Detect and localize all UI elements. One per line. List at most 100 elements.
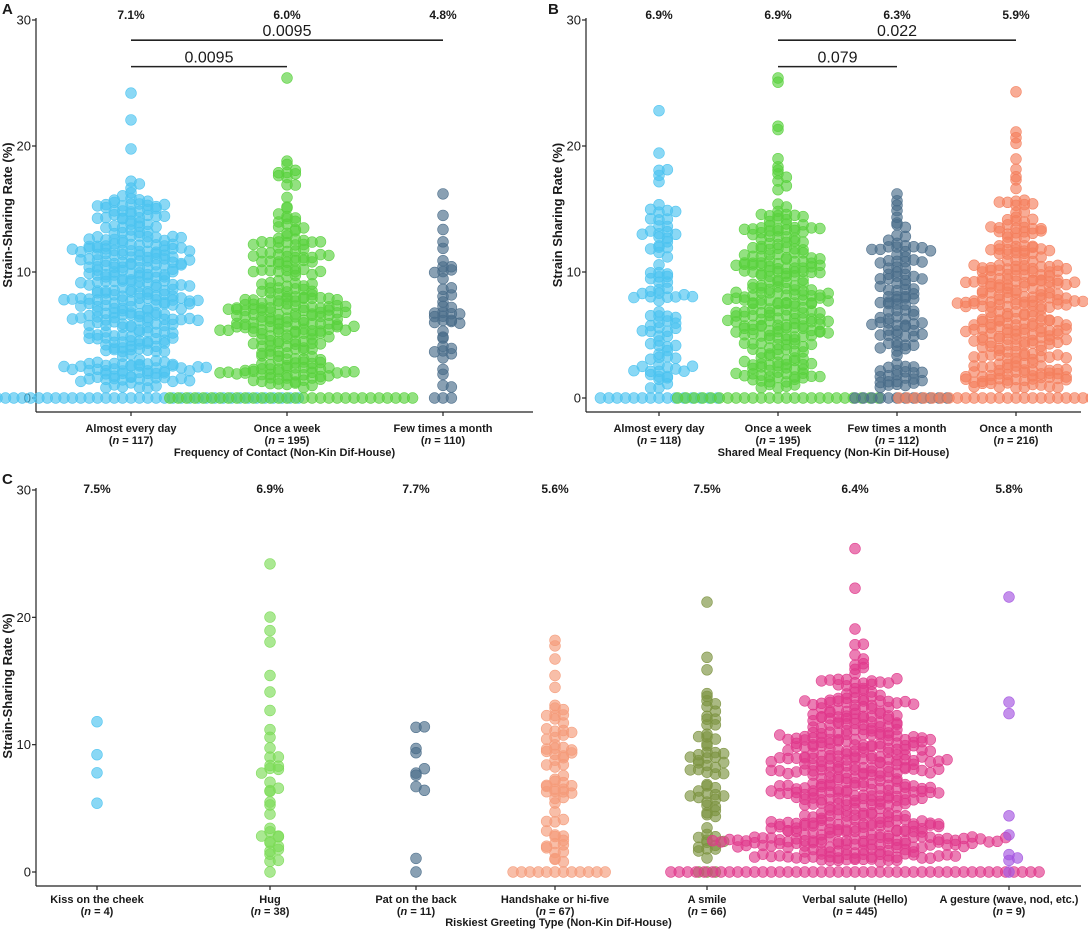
data-point	[993, 196, 1005, 208]
data-point	[814, 370, 826, 383]
panel-b: B 0 10 20 30 Strain Sharing Rate (%) Shared Me…	[548, 1, 1088, 459]
y-tick-label: 20	[17, 610, 31, 625]
data-point	[874, 329, 886, 341]
data-point	[540, 759, 553, 771]
data-point	[66, 243, 79, 255]
data-point	[815, 854, 828, 866]
data-point	[941, 753, 953, 766]
data-point	[264, 731, 276, 743]
data-point	[264, 377, 276, 390]
data-point	[91, 797, 103, 809]
data-point	[755, 382, 767, 394]
data-point	[1060, 374, 1072, 386]
data-point	[907, 293, 920, 305]
category-group: Almost every day(n = 118) 6.9%	[594, 8, 724, 447]
data-point	[644, 203, 657, 216]
data-point	[797, 372, 809, 384]
x-tick-label: Handshake or hi-five	[501, 894, 609, 906]
data-point	[247, 338, 260, 350]
data-point	[960, 325, 972, 338]
category-rate-label: 5.8%	[995, 482, 1023, 496]
data-point	[628, 365, 640, 377]
x-tick-label: Verbal salute (Hello)	[802, 894, 907, 906]
data-point	[150, 380, 162, 392]
panel-letter: A	[2, 1, 13, 18]
panel-a: A0102030Strain-Sharing Rate (%)Frequency…	[0, 1, 533, 459]
category-group: Few times a month(n = 110) 4.8%	[393, 8, 492, 447]
category-points	[594, 104, 724, 404]
data-point	[454, 317, 466, 329]
y-tick-label: 10	[17, 265, 31, 280]
data-point	[428, 392, 441, 404]
category-rate-label: 6.0%	[273, 8, 301, 22]
data-point	[893, 392, 905, 404]
data-point	[669, 322, 682, 334]
y-axis-label: Strain Sharing Rate (%)	[550, 143, 565, 287]
data-point	[701, 852, 713, 864]
data-point	[960, 300, 972, 313]
data-point	[339, 306, 352, 318]
category-n-label: (n = 195)	[756, 435, 801, 447]
data-point	[428, 266, 441, 279]
data-point	[91, 767, 103, 779]
data-point	[599, 866, 611, 878]
data-point	[507, 866, 519, 878]
data-point	[899, 797, 911, 810]
data-point	[437, 368, 449, 380]
data-point	[348, 320, 360, 332]
category-n-label: (n = 118)	[637, 435, 682, 447]
data-point	[1010, 86, 1022, 98]
data-point	[445, 381, 458, 393]
data-point	[264, 686, 276, 698]
category-rate-label: 6.9%	[764, 8, 792, 22]
data-point	[782, 825, 794, 837]
data-point	[866, 243, 878, 256]
data-point	[773, 729, 786, 741]
data-point	[966, 837, 978, 850]
category-group: Once a week(n = 195) 6.9%	[671, 8, 885, 447]
data-point	[247, 374, 260, 387]
panel-letter: C	[2, 471, 13, 488]
data-point	[874, 342, 886, 354]
data-point	[406, 392, 419, 404]
data-point	[323, 331, 335, 343]
data-point	[540, 815, 553, 828]
data-point	[678, 365, 690, 377]
comparison-p-value: 0.0095	[263, 23, 312, 40]
data-point	[653, 147, 665, 159]
data-point	[1010, 153, 1022, 165]
data-point	[549, 806, 561, 818]
data-point	[549, 681, 561, 694]
data-point	[0, 393, 3, 403]
x-axis-label: Shared Meal Frequency (Non-Kin Dif-House…	[718, 447, 950, 459]
category-n-label: (n = 110)	[421, 435, 466, 447]
data-point	[298, 263, 310, 276]
data-point	[1003, 707, 1015, 720]
y-axis-label: Strain-Sharing Rate (%)	[0, 613, 15, 758]
category-points	[0, 87, 305, 404]
data-point	[891, 854, 903, 866]
data-point	[100, 382, 112, 394]
y-tick-label: 20	[17, 139, 31, 154]
category-points	[684, 596, 730, 878]
data-point	[437, 242, 449, 255]
data-point	[557, 729, 570, 741]
data-point	[805, 338, 818, 351]
data-point	[549, 669, 561, 682]
data-point	[916, 273, 928, 285]
category-points	[255, 558, 285, 878]
y-tick-label: 0	[574, 391, 581, 406]
category-rate-label: 7.1%	[117, 8, 145, 22]
data-point	[1068, 276, 1081, 288]
data-point	[255, 767, 268, 779]
data-point	[916, 328, 928, 340]
data-point	[730, 326, 742, 338]
data-point	[671, 392, 684, 404]
data-point	[1060, 352, 1072, 364]
category-points	[849, 188, 953, 404]
data-point	[557, 856, 570, 868]
category-rate-label: 7.5%	[83, 482, 111, 496]
data-point	[445, 392, 458, 404]
data-point	[1043, 244, 1056, 257]
data-point	[75, 375, 87, 388]
